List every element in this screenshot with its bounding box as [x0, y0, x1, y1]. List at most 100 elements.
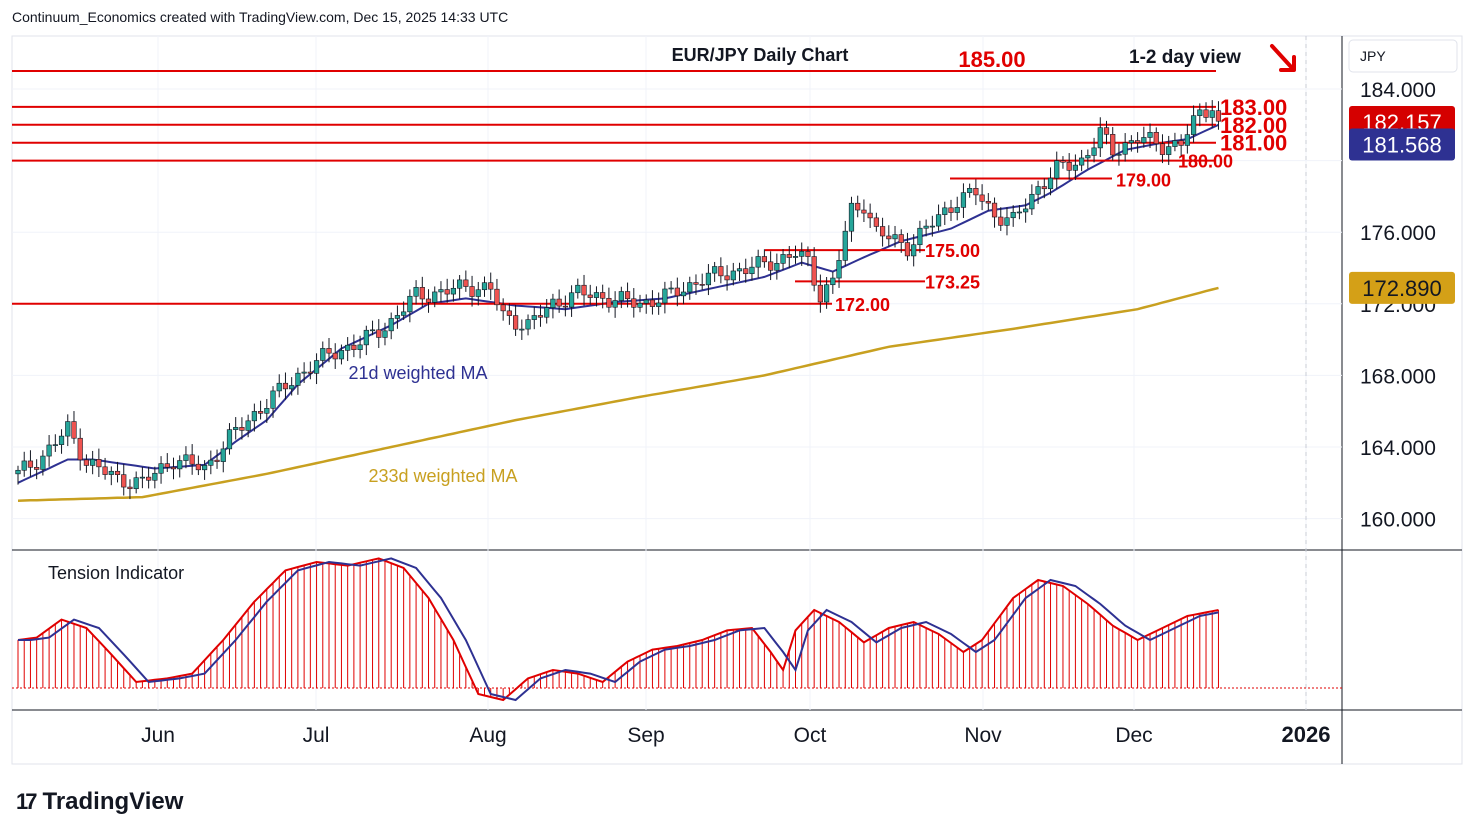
price-tick-label: 168.000: [1360, 365, 1436, 388]
candle-body: [289, 385, 295, 390]
candle-body: [183, 454, 189, 461]
price-tick-label: 160.000: [1360, 509, 1436, 532]
candle-body: [712, 266, 718, 274]
candle-body: [960, 192, 967, 208]
candle-body: [475, 289, 481, 297]
candle-body: [693, 282, 699, 285]
candle-body: [1135, 140, 1141, 143]
candle-body: [332, 352, 338, 360]
candle-body: [886, 235, 892, 240]
candle-body: [1159, 143, 1166, 155]
candle-body: [942, 207, 948, 215]
candle-body: [979, 194, 985, 202]
target-level-label: 185.00: [958, 47, 1025, 72]
time-axis[interactable]: Jun Jul Aug Sep Oct Nov Dec 2026: [141, 722, 1330, 747]
candle-body: [998, 216, 1004, 226]
candle-body: [898, 234, 904, 243]
candle-body: [544, 307, 550, 318]
candle-body: [1141, 137, 1147, 143]
candle-body: [376, 329, 382, 338]
tradingview-logo[interactable]: 17 TradingView: [16, 788, 183, 816]
candle-body: [1122, 142, 1128, 155]
down-arrow-icon: [1270, 44, 1296, 72]
candle-body: [624, 291, 631, 300]
candle-body: [649, 299, 656, 307]
candle-body: [58, 435, 65, 445]
time-tick-label: Nov: [964, 724, 1002, 747]
candle-body: [21, 460, 27, 471]
candle-body: [1091, 147, 1097, 156]
candle-body: [593, 292, 600, 298]
candle-body: [233, 427, 239, 430]
candle-body: [1197, 109, 1203, 116]
candle-body: [133, 477, 139, 490]
tradingview-logo-text: TradingView: [42, 788, 184, 815]
level-label-181.00: 181.00: [1220, 131, 1287, 156]
candle-body: [1066, 161, 1072, 171]
candle-body: [587, 294, 593, 298]
chart-title: EUR/JPY Daily Chart: [672, 45, 849, 65]
candle-body: [1172, 140, 1178, 147]
candle-body: [481, 282, 488, 291]
candle-body: [450, 287, 457, 295]
level-label-180.00: 180.00: [1178, 152, 1233, 172]
view-label: 1-2 day view: [1129, 47, 1241, 68]
candle-body: [108, 470, 114, 475]
candle-body: [307, 371, 313, 374]
candle-body: [973, 188, 979, 196]
price-tick-label: 164.000: [1360, 437, 1436, 460]
candle-body: [556, 298, 562, 307]
level-label-182.00: 182.00: [1220, 113, 1287, 138]
candle-body: [83, 459, 90, 466]
time-tick-label: Sep: [627, 724, 664, 747]
candle-body: [1047, 177, 1054, 190]
candle-body: [239, 427, 245, 431]
candle-body: [382, 330, 388, 338]
candle-body: [52, 444, 58, 446]
candle-body: [1004, 217, 1010, 226]
candle-body: [1178, 140, 1184, 146]
candle-body: [855, 202, 861, 211]
candles: [15, 100, 1222, 500]
candle-body: [811, 256, 817, 286]
candle-body: [363, 329, 369, 346]
candle-body: [214, 459, 220, 462]
price-tick-label: 184.000: [1360, 79, 1436, 102]
candle-body: [1035, 186, 1041, 195]
candle-body: [985, 201, 991, 204]
candle-body: [519, 328, 525, 331]
candle-body: [96, 459, 102, 468]
candle-body: [1041, 186, 1047, 190]
candle-body: [550, 298, 556, 308]
time-tick-label: 2026: [1282, 722, 1331, 747]
candle-body: [413, 287, 419, 297]
candle-body: [705, 272, 712, 286]
candle-body: [463, 279, 469, 287]
candle-body: [208, 459, 214, 466]
candle-body: [1010, 211, 1016, 219]
ma21-line: [17, 123, 1219, 484]
candle-body: [1184, 134, 1190, 146]
candle-body: [817, 284, 823, 303]
candle-body: [1147, 132, 1153, 138]
candle-body: [71, 421, 77, 439]
candle-body: [861, 209, 867, 214]
level-label-173.25: 173.25: [925, 272, 980, 292]
candle-body: [792, 256, 799, 258]
currency-box[interactable]: [1348, 39, 1458, 73]
tension-signal-line: [18, 557, 1219, 702]
candle-body: [177, 460, 183, 470]
candle-body: [500, 304, 506, 312]
price-tick-label: 176.000: [1360, 222, 1436, 245]
candle-body: [1054, 160, 1060, 179]
time-tick-label: Dec: [1115, 724, 1152, 747]
ma233-label: 233d weighted MA: [368, 466, 517, 486]
candle-body: [357, 344, 363, 350]
candle-body: [1209, 110, 1215, 118]
candle-body: [1085, 155, 1091, 159]
candle-body: [494, 288, 500, 306]
candle-body: [146, 476, 152, 481]
candle-body: [46, 444, 52, 457]
candle-body: [724, 275, 730, 281]
